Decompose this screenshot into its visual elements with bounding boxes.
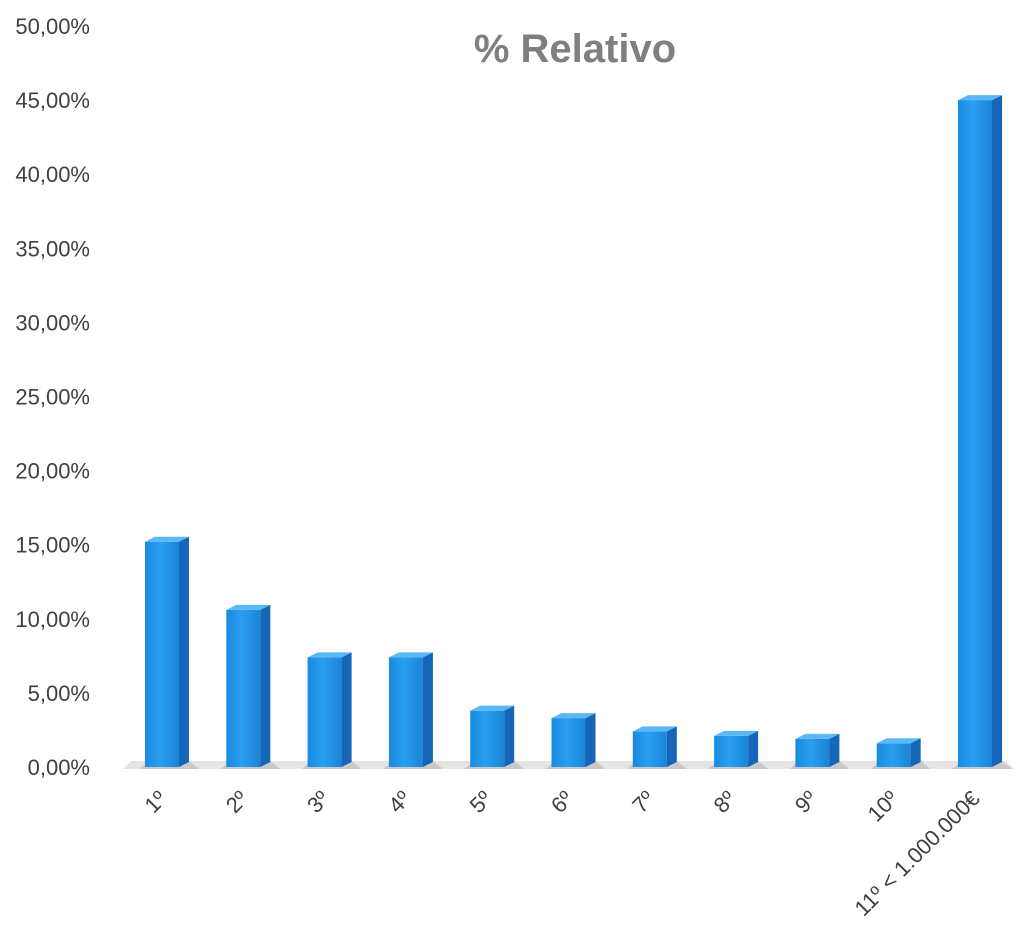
x-tick-label: 1º — [140, 786, 172, 818]
bar — [302, 652, 362, 769]
chart-title: % Relativo — [474, 27, 676, 71]
y-tick-label: 15,00% — [15, 533, 90, 558]
bar-front — [958, 100, 992, 767]
y-tick-label: 50,00% — [15, 14, 90, 39]
x-tick-label: 5º — [465, 786, 497, 818]
bar-front — [308, 657, 342, 767]
x-tick-label: 9º — [790, 786, 822, 818]
y-axis-ticks: 0,00% 5,00% 10,00% 15,00% 20,00% 25,00% 30,00%… — [15, 14, 90, 780]
y-tick-label: 25,00% — [15, 385, 90, 410]
bar — [383, 652, 443, 769]
bar-side — [911, 738, 921, 767]
y-tick-label: 35,00% — [15, 236, 90, 261]
bar-side — [586, 713, 596, 767]
bars — [139, 95, 1012, 769]
bar-side — [829, 734, 839, 767]
bar — [952, 95, 1012, 769]
bar — [627, 726, 687, 769]
bar — [464, 706, 524, 769]
bar-side — [342, 652, 352, 767]
bar-front — [552, 718, 586, 767]
bar — [789, 734, 849, 769]
bar — [139, 537, 199, 769]
x-tick-label: 7º — [627, 786, 659, 818]
x-tick-label: 3º — [302, 786, 334, 818]
bar-front — [714, 736, 748, 767]
bar-front — [389, 657, 423, 767]
y-tick-label: 10,00% — [15, 607, 90, 632]
bar-side — [992, 95, 1002, 767]
x-tick-label: 6º — [546, 786, 578, 818]
bar-side — [260, 605, 270, 767]
bar-front — [226, 610, 260, 767]
bar-front — [877, 743, 911, 767]
bar-front — [795, 739, 829, 767]
bar-side — [179, 537, 189, 767]
bar-front — [633, 731, 667, 767]
y-tick-label: 5,00% — [28, 681, 90, 706]
bar-front — [470, 711, 504, 767]
x-tick-label: 10º — [863, 786, 904, 827]
x-tick-label: 8º — [709, 786, 741, 818]
bar — [708, 731, 768, 769]
x-tick-label: 4º — [383, 786, 415, 818]
x-tick-label: 2º — [221, 786, 253, 818]
bar — [220, 605, 280, 769]
bar-side — [504, 706, 514, 767]
bar — [871, 738, 931, 769]
y-tick-label: 30,00% — [15, 310, 90, 335]
bar-side — [423, 652, 433, 767]
bar-side — [667, 726, 677, 767]
y-tick-label: 20,00% — [15, 459, 90, 484]
y-tick-label: 0,00% — [28, 755, 90, 780]
bar — [546, 713, 606, 769]
bar-side — [748, 731, 758, 767]
y-tick-label: 40,00% — [15, 162, 90, 187]
y-tick-label: 45,00% — [15, 88, 90, 113]
bar-front — [145, 542, 179, 767]
